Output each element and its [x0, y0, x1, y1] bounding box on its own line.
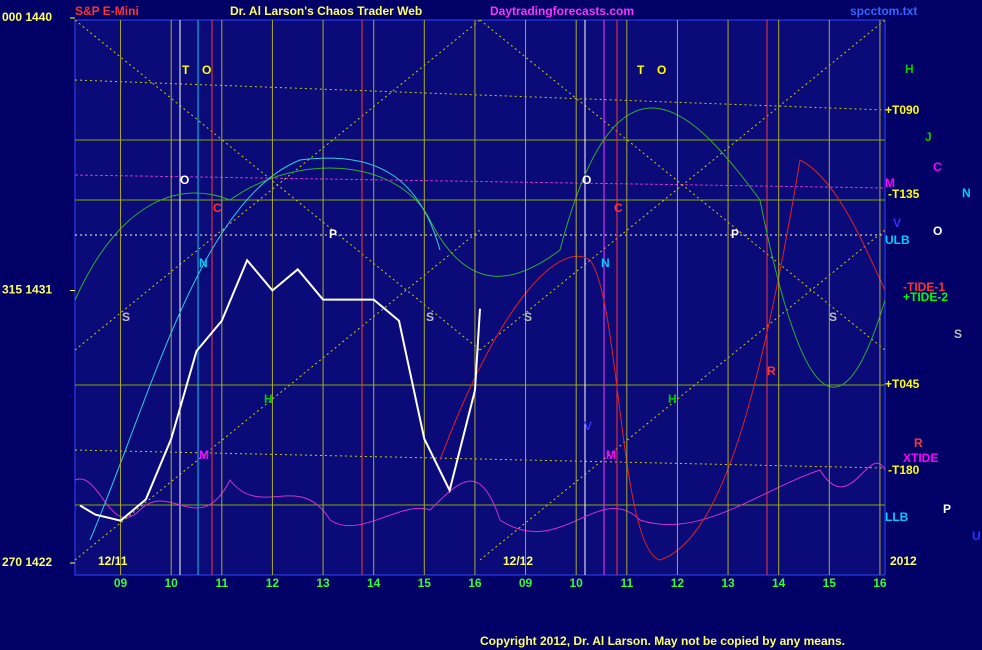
angle-line: [74, 79, 886, 111]
annotation: O: [202, 63, 211, 77]
annotation: S: [122, 310, 130, 324]
date-label: 12/12: [503, 554, 533, 568]
annotation: H: [905, 62, 914, 76]
annotation: U: [972, 529, 981, 543]
band-line: [89, 157, 441, 541]
annotation: +TIDE-2: [903, 290, 948, 304]
y-tick-label: 270 1422: [2, 555, 52, 569]
angle-line: [74, 174, 886, 189]
annotation: O: [180, 173, 189, 187]
instrument: S&P E-Mini: [75, 4, 139, 18]
annotation: M: [606, 448, 616, 462]
annotation: +T090: [885, 103, 920, 117]
date-label: 2012: [890, 554, 917, 568]
chart-title: Dr. Al Larson's Chaos Trader Web: [230, 4, 422, 18]
angle-line: [74, 449, 886, 469]
x-tick-label: 12: [671, 576, 685, 590]
annotation: C: [614, 201, 623, 215]
annotation: O: [933, 224, 942, 238]
angle-line: [74, 19, 481, 351]
annotation: -TIDE-1: [903, 280, 945, 294]
annotation: S: [524, 310, 532, 324]
annotation: J: [925, 130, 932, 144]
x-tick-label: 15: [418, 576, 432, 590]
angle-line: [479, 229, 886, 561]
annotation: V: [584, 419, 592, 433]
annotation: ULB: [885, 233, 910, 247]
annotation: -T180: [888, 463, 920, 477]
x-tick-label: 14: [367, 576, 381, 590]
annotation: N: [601, 256, 610, 270]
x-tick-label: 09: [519, 576, 533, 590]
annotation: +T045: [885, 377, 920, 391]
annotation: P: [943, 502, 951, 516]
annotation: N: [199, 256, 208, 270]
y-tick-label: 315 1431: [2, 283, 52, 297]
price-line: [79, 258, 481, 522]
x-tick-label: 10: [570, 576, 584, 590]
angle-line: [479, 19, 886, 351]
x-tick-label: 13: [316, 576, 330, 590]
x-tick-label: 11: [215, 576, 228, 590]
annotation: S: [426, 310, 434, 324]
annotation: P: [731, 227, 739, 241]
x-tick-label: 11: [620, 576, 633, 590]
annotation: H: [264, 392, 273, 406]
date-label: 12/11: [98, 554, 128, 568]
annotation: V: [893, 216, 901, 230]
annotation: R: [914, 436, 923, 450]
annotation: N: [962, 186, 971, 200]
annotation: O: [657, 63, 666, 77]
band-line: [74, 107, 886, 388]
x-tick-label: 12: [266, 576, 280, 590]
x-tick-label: 14: [772, 576, 786, 590]
oscillator: [74, 462, 886, 533]
file-name: spcctom.txt: [850, 4, 917, 18]
annotation: LLB: [885, 510, 909, 524]
x-tick-label: 15: [823, 576, 837, 590]
annotation: H: [668, 392, 677, 406]
annotation: S: [954, 327, 962, 341]
x-tick-label: 10: [165, 576, 179, 590]
annotation: R: [767, 364, 776, 378]
x-tick-label: 13: [721, 576, 735, 590]
x-tick-label: 16: [468, 576, 482, 590]
annotation: C: [933, 160, 942, 174]
band-line: [439, 159, 886, 561]
annotation: T: [637, 63, 645, 77]
annotation: C: [213, 201, 222, 215]
annotation: XTIDE: [903, 451, 938, 465]
y-tick-label: 000 1440: [2, 10, 52, 24]
annotation: -T135: [888, 187, 920, 201]
x-tick-label: 16: [873, 576, 887, 590]
decoration: [74, 19, 886, 575]
copyright: Copyright 2012, Dr. Al Larson. May not b…: [480, 634, 845, 648]
plot-area: [74, 19, 886, 576]
annotation: M: [199, 448, 209, 462]
angle-line: [74, 229, 481, 561]
annotation: T: [182, 63, 190, 77]
x-tick-label: 09: [114, 576, 128, 590]
annotation: P: [329, 227, 337, 241]
annotation: O: [582, 173, 591, 187]
annotation: M: [885, 176, 895, 190]
annotation: S: [829, 310, 837, 324]
site: Daytradingforecasts.com: [490, 4, 634, 18]
